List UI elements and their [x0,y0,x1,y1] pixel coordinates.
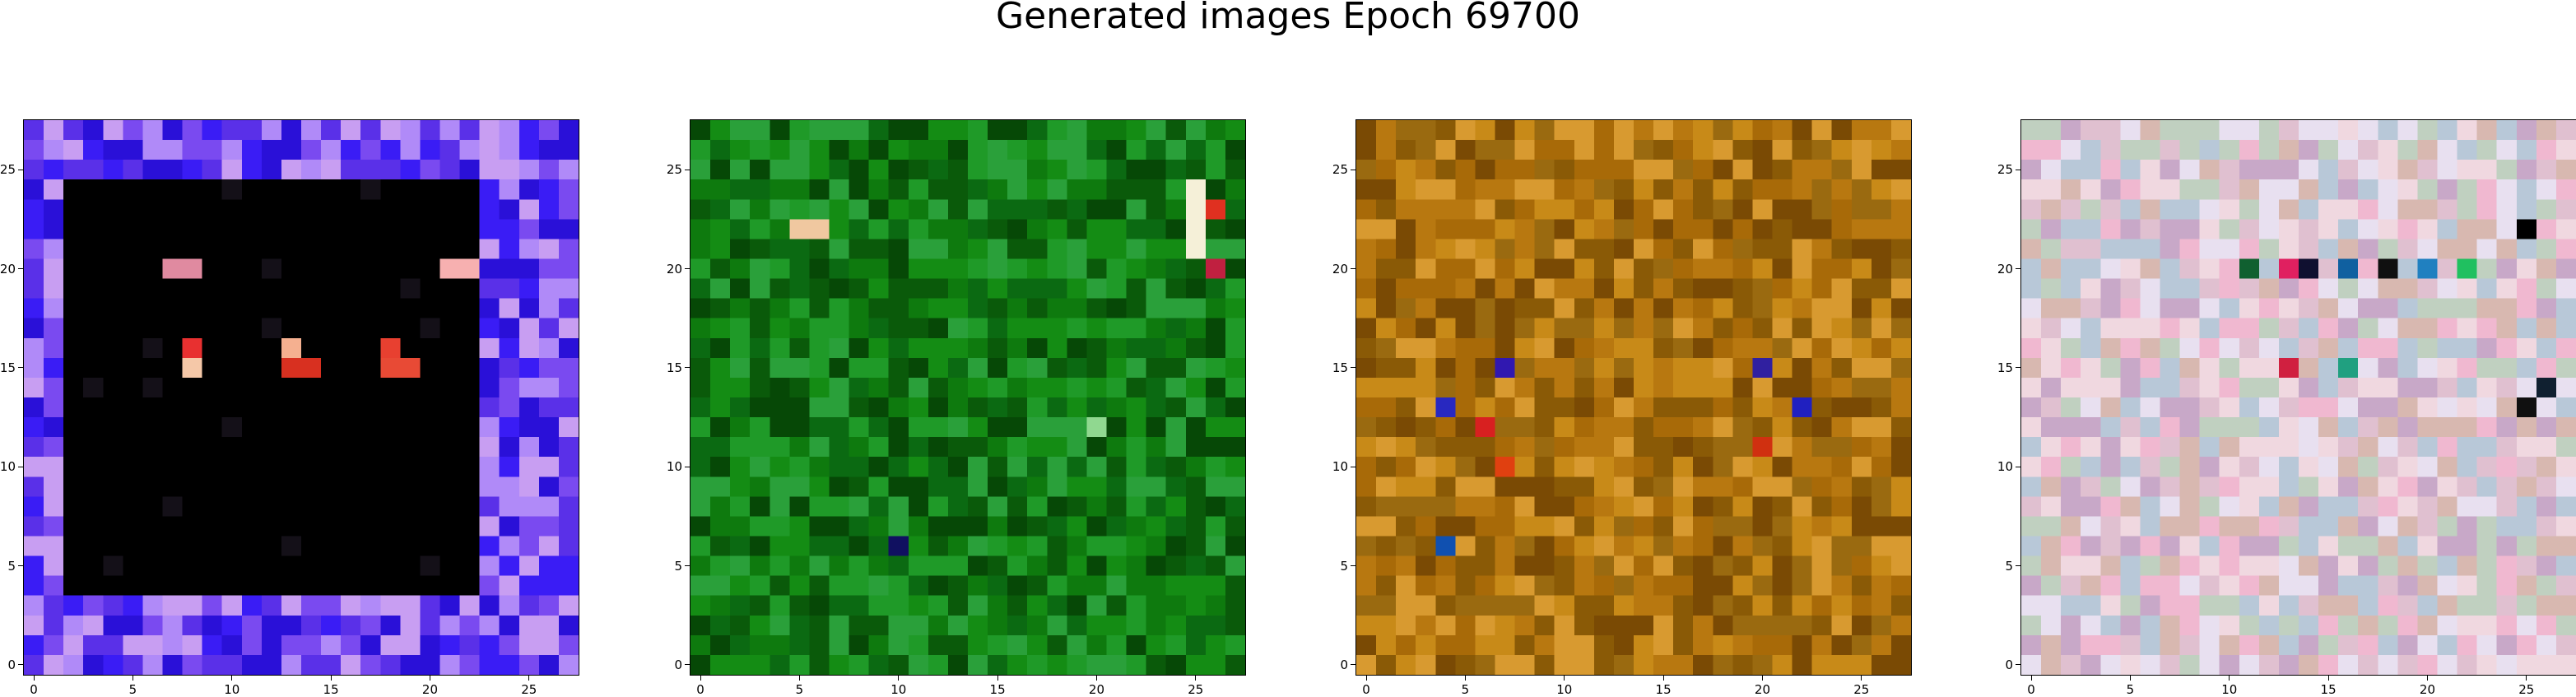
x-tick-label: 5 [128,682,137,697]
x-tick-label: 25 [1188,682,1204,697]
x-tick-label: 0 [696,682,704,697]
y-tick-mark [1351,268,1356,270]
x-tick-mark [997,675,998,681]
y-tick-label: 0 [2005,657,2013,672]
y-tick-label: 25 [0,162,16,178]
y-tick-label: 10 [666,459,682,475]
generated-image-1 [24,120,579,675]
y-tick-mark [685,565,690,567]
figure-title: Generated images Epoch 69700 [995,0,1581,37]
x-tick-mark [33,675,35,681]
y-tick-mark [2016,664,2021,666]
x-tick-label: 15 [989,682,1006,697]
y-tick-label: 5 [2005,558,2013,574]
y-tick-label: 25 [1997,162,2013,178]
generated-image-3 [1356,120,1911,675]
x-tick-mark [1464,675,1466,681]
x-tick-mark [1662,675,1664,681]
x-tick-label: 15 [323,682,339,697]
x-tick-label: 10 [2221,682,2238,697]
generated-image-panel-1: 0 5 10 15 20 25 0 5 10 15 20 25 [0,119,579,696]
y-tick-label: 20 [0,261,16,276]
generated-image-panel-4: 0 5 10 15 20 25 0 5 10 15 20 25 [1997,119,2576,696]
x-tick-label: 20 [1088,682,1104,697]
x-tick-mark [330,675,332,681]
y-tick-label: 20 [1332,261,1348,276]
x-tick-label: 5 [1461,682,1470,697]
x-tick-mark [2327,675,2329,681]
y-tick-mark [2016,367,2021,369]
x-tick-mark [2229,675,2230,681]
y-tick-mark [18,367,24,369]
x-tick-label: 25 [1853,682,1870,697]
y-tick-mark [18,565,24,567]
y-tick-label: 20 [666,261,682,276]
y-tick-label: 10 [1997,459,2013,475]
y-tick-label: 5 [674,558,682,574]
x-tick-label: 10 [1556,682,1573,697]
x-tick-mark [2030,675,2032,681]
y-tick-label: 10 [0,459,16,475]
y-tick-label: 15 [1997,360,2013,375]
y-tick-label: 0 [7,657,16,672]
generated-image-4 [2021,120,2576,675]
x-tick-mark [898,675,900,681]
x-tick-mark [1861,675,1862,681]
x-tick-label: 5 [795,682,804,697]
x-tick-label: 0 [1362,682,1370,697]
y-tick-mark [1351,367,1356,369]
x-tick-mark [1095,675,1097,681]
y-tick-label: 5 [7,558,16,574]
x-tick-mark [231,675,233,681]
y-tick-label: 5 [1340,558,1348,574]
x-tick-mark [528,675,530,681]
x-tick-mark [700,675,701,681]
y-tick-label: 15 [666,360,682,375]
x-tick-mark [1761,675,1763,681]
x-tick-mark [2426,675,2428,681]
x-tick-label: 10 [890,682,907,697]
x-tick-mark [798,675,800,681]
x-tick-label: 15 [2320,682,2337,697]
x-tick-label: 0 [30,682,38,697]
y-tick-mark [2016,565,2021,567]
y-tick-mark [685,664,690,666]
y-tick-mark [685,367,690,369]
x-tick-label: 15 [1655,682,1672,697]
x-tick-mark [2129,675,2131,681]
y-tick-mark [18,664,24,666]
y-tick-mark [18,268,24,270]
y-tick-mark [1351,664,1356,666]
y-tick-label: 10 [1332,459,1348,475]
generated-image-panel-2: 0 5 10 15 20 25 0 5 10 15 20 25 [667,119,1246,696]
x-tick-label: 20 [2419,682,2435,697]
x-tick-mark [1564,675,1565,681]
x-tick-label: 25 [521,682,537,697]
x-tick-label: 20 [421,682,438,697]
y-tick-label: 25 [1332,162,1348,178]
y-tick-label: 20 [1997,261,2013,276]
y-tick-label: 25 [666,162,682,178]
y-tick-label: 0 [1340,657,1348,672]
x-tick-label: 10 [224,682,240,697]
generated-image-2 [690,120,1245,675]
x-tick-mark [1195,675,1197,681]
x-tick-mark [1365,675,1367,681]
x-tick-label: 0 [2027,682,2035,697]
generated-image-panel-3: 0 5 10 15 20 25 0 5 10 15 20 25 [1332,119,1912,696]
y-tick-mark [1351,565,1356,567]
x-tick-label: 5 [2126,682,2135,697]
y-tick-label: 15 [0,360,16,375]
x-tick-label: 20 [1754,682,1770,697]
y-tick-mark [685,268,690,270]
y-tick-label: 15 [1332,360,1348,375]
y-tick-label: 0 [674,657,682,672]
x-tick-mark [2526,675,2527,681]
x-tick-label: 25 [2518,682,2535,697]
y-tick-mark [2016,268,2021,270]
